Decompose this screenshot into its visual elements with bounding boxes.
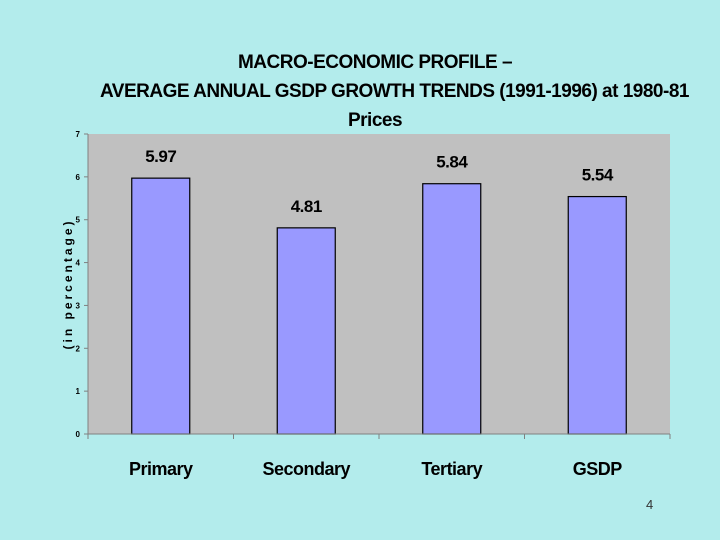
bar-gsdp: [567, 195, 627, 435]
chart-title: MACRO-ECONOMIC PROFILE – AVERAGE ANNUAL …: [100, 48, 689, 135]
y-tick-label: 3: [76, 301, 81, 310]
data-label: 4.81: [291, 197, 322, 216]
category-label: Secondary: [262, 459, 350, 479]
category-label: Tertiary: [421, 459, 482, 479]
y-axis-label: (in percentage): [61, 218, 75, 349]
y-tick-label: 2: [76, 344, 81, 353]
data-labels: 5.97 4.81 5.84 5.54: [145, 147, 614, 216]
y-tick-label: 7: [76, 130, 81, 139]
y-tick-label: 4: [76, 259, 81, 268]
y-tick-label: 0: [76, 430, 81, 439]
y-tick-label: 1: [76, 387, 81, 396]
data-label: 5.97: [145, 147, 176, 166]
data-label: 5.84: [436, 153, 468, 172]
x-axis-ticks: [87, 434, 671, 439]
category-label: Primary: [129, 459, 193, 479]
y-axis-ticks: 0 1 2 3 4 5 6 7: [76, 130, 88, 439]
chart-title-line-3: Prices: [347, 110, 403, 131]
y-tick-label: 5: [76, 216, 81, 225]
bar-secondary: [276, 227, 336, 435]
chart-title-line-1: MACRO-ECONOMIC PROFILE –: [237, 52, 513, 73]
category-label: GSDP: [573, 459, 623, 479]
bar-primary: [131, 177, 191, 435]
slide-number: 4: [646, 497, 654, 512]
data-label: 5.54: [582, 166, 614, 185]
bar-tertiary: [422, 183, 482, 435]
y-tick-label: 6: [76, 173, 81, 182]
bars: [131, 177, 627, 435]
category-labels: Primary Secondary Tertiary GSDP: [129, 459, 623, 479]
chart-title-line-2: AVERAGE ANNUAL GSDP GROWTH TRENDS (1991-…: [100, 81, 689, 102]
